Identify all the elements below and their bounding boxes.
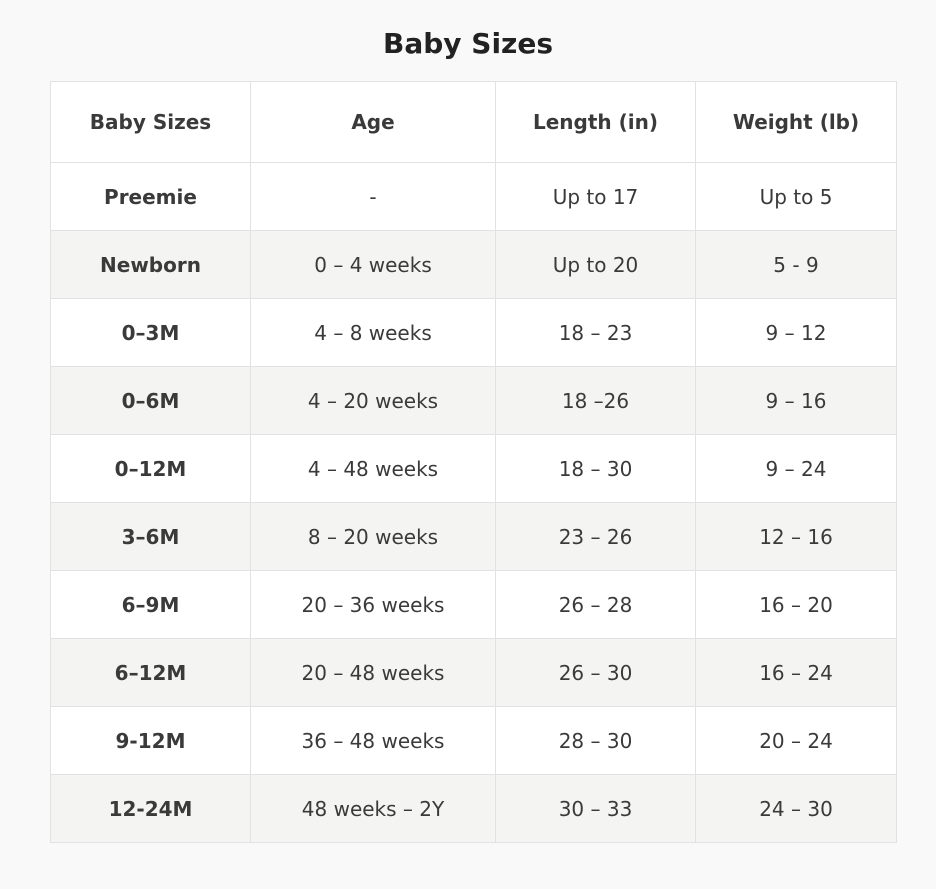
table-cell: 23 – 26	[495, 502, 696, 571]
table-cell: 18 –26	[495, 366, 696, 435]
table-row: 6–12M 20 – 48 weeks 26 – 30 16 – 24	[50, 638, 897, 707]
header-row: Baby Sizes Age Length (in) Weight (lb)	[50, 81, 897, 163]
table-cell: 26 – 28	[495, 570, 696, 639]
table-cell: Newborn	[50, 230, 251, 299]
table-cell: 8 – 20 weeks	[250, 502, 496, 571]
table-cell: 3–6M	[50, 502, 251, 571]
table-cell: 9 – 16	[695, 366, 897, 435]
table-cell: 0–3M	[50, 298, 251, 367]
table-row: 0–6M 4 – 20 weeks 18 –26 9 – 16	[50, 366, 897, 435]
table-cell: 9-12M	[50, 706, 251, 775]
table-cell: 4 – 20 weeks	[250, 366, 496, 435]
table-cell: Up to 20	[495, 230, 696, 299]
size-table: Baby Sizes Age Length (in) Weight (lb) Pree…	[50, 81, 897, 843]
table-row: 3–6M 8 – 20 weeks 23 – 26 12 – 16	[50, 502, 897, 571]
table-cell: 6–12M	[50, 638, 251, 707]
table-cell: -	[250, 162, 496, 231]
table-cell: 24 – 30	[695, 774, 897, 843]
column-header: Length (in)	[495, 81, 696, 163]
table-row: 0–12M 4 – 48 weeks 18 – 30 9 – 24	[50, 434, 897, 503]
column-header: Baby Sizes	[50, 81, 251, 163]
table-row: Preemie - Up to 17 Up to 5	[50, 162, 897, 231]
table-row: 9-12M 36 – 48 weeks 28 – 30 20 – 24	[50, 706, 897, 775]
table-cell: 4 – 8 weeks	[250, 298, 496, 367]
table-cell: 28 – 30	[495, 706, 696, 775]
table-cell: 16 – 24	[695, 638, 897, 707]
table-cell: Up to 17	[495, 162, 696, 231]
table-cell: 16 – 20	[695, 570, 897, 639]
table-row: 0–3M 4 – 8 weeks 18 – 23 9 – 12	[50, 298, 897, 367]
table-cell: 26 – 30	[495, 638, 696, 707]
table-cell: 0–6M	[50, 366, 251, 435]
table-cell: Up to 5	[695, 162, 897, 231]
table-cell: 18 – 23	[495, 298, 696, 367]
table-cell: 20 – 36 weeks	[250, 570, 496, 639]
table-cell: 30 – 33	[495, 774, 696, 843]
table-cell: 12 – 16	[695, 502, 897, 571]
table-cell: Preemie	[50, 162, 251, 231]
table-cell: 48 weeks – 2Y	[250, 774, 496, 843]
table-cell: 20 – 24	[695, 706, 897, 775]
column-header: Age	[250, 81, 496, 163]
table-cell: 20 – 48 weeks	[250, 638, 496, 707]
table-cell: 18 – 30	[495, 434, 696, 503]
table-cell: 0–12M	[50, 434, 251, 503]
table-cell: 0 – 4 weeks	[250, 230, 496, 299]
table-cell: 6–9M	[50, 570, 251, 639]
title: Baby Sizes	[383, 27, 553, 60]
table-cell: 36 – 48 weeks	[250, 706, 496, 775]
table-cell: 12-24M	[50, 774, 251, 843]
table-cell: 9 – 24	[695, 434, 897, 503]
table-cell: 5 - 9	[695, 230, 897, 299]
column-header: Weight (lb)	[695, 81, 897, 163]
table-cell: 9 – 12	[695, 298, 897, 367]
table-row: 6–9M 20 – 36 weeks 26 – 28 16 – 20	[50, 570, 897, 639]
table-row: Newborn 0 – 4 weeks Up to 20 5 - 9	[50, 230, 897, 299]
table-cell: 4 – 48 weeks	[250, 434, 496, 503]
table-row: 12-24M 48 weeks – 2Y 30 – 33 24 – 30	[50, 774, 897, 843]
